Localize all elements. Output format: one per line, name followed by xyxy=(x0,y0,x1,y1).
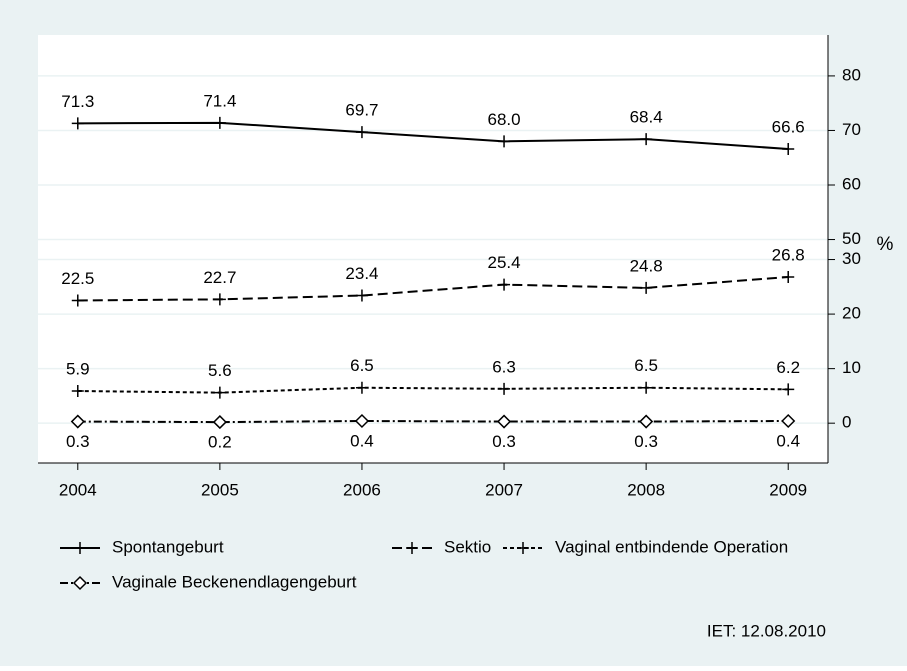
data-label: 5.6 xyxy=(208,361,232,380)
data-point xyxy=(498,278,511,291)
data-label: 0.4 xyxy=(776,431,800,450)
data-point xyxy=(212,415,227,430)
data-label: 23.4 xyxy=(345,264,378,283)
legend-marker xyxy=(517,542,529,554)
data-point xyxy=(498,135,511,148)
data-label: 0.3 xyxy=(66,432,90,451)
data-point xyxy=(639,414,654,429)
data-label: 22.5 xyxy=(61,269,94,288)
y-tick-label: 80 xyxy=(842,65,861,84)
x-tick-label: 2005 xyxy=(201,480,239,499)
data-label: 71.3 xyxy=(61,92,94,111)
y-tick-label: 30 xyxy=(842,249,861,268)
data-point xyxy=(640,133,653,146)
y-tick-label: 70 xyxy=(842,120,861,139)
x-tick-label: 2009 xyxy=(769,480,807,499)
data-label: 69.7 xyxy=(345,101,378,120)
data-label: 22.7 xyxy=(203,268,236,287)
data-label: 0.3 xyxy=(492,432,516,451)
data-label: 5.9 xyxy=(66,359,90,378)
y-tick-label: 50 xyxy=(842,229,861,248)
data-label: 0.4 xyxy=(350,431,374,450)
data-point xyxy=(71,117,84,130)
x-tick-label: 2006 xyxy=(343,480,381,499)
data-point xyxy=(70,414,85,429)
data-label: 6.3 xyxy=(492,357,516,376)
legend-label: Sektio xyxy=(444,537,491,556)
data-point xyxy=(782,383,795,396)
data-point xyxy=(355,381,368,394)
data-label: 71.4 xyxy=(203,91,236,110)
data-point xyxy=(781,413,796,429)
data-point xyxy=(782,143,795,155)
data-label: 6.5 xyxy=(634,356,658,375)
data-label: 26.8 xyxy=(772,245,805,264)
data-label: 6.5 xyxy=(350,356,374,375)
data-label: 25.4 xyxy=(487,253,520,272)
series-line xyxy=(77,419,789,424)
legend-label: Vaginal entbindende Operation xyxy=(555,537,788,556)
legend-label: Spontangeburt xyxy=(112,537,224,556)
legend-marker xyxy=(74,542,86,554)
data-label: 66.6 xyxy=(772,117,805,136)
data-label: 6.2 xyxy=(776,358,800,377)
data-point xyxy=(71,385,84,397)
data-point xyxy=(213,293,226,306)
data-point xyxy=(496,414,512,429)
data-label: 68.4 xyxy=(630,108,663,127)
data-label: 68.0 xyxy=(487,110,520,129)
y-tick-label: 60 xyxy=(842,174,861,193)
data-point xyxy=(640,381,653,394)
x-tick-label: 2008 xyxy=(627,480,665,499)
data-point xyxy=(213,116,226,129)
data-point xyxy=(355,126,368,139)
data-point xyxy=(782,271,795,283)
x-tick-label: 2004 xyxy=(59,480,97,499)
data-label: 0.2 xyxy=(208,433,232,452)
series-line xyxy=(77,276,789,302)
data-point xyxy=(71,294,84,307)
data-point xyxy=(355,289,368,302)
y-tick-label: 10 xyxy=(842,358,861,377)
plot-area xyxy=(38,35,828,463)
note: IET: 12.08.2010 xyxy=(707,621,826,640)
legend-marker xyxy=(72,575,88,591)
data-point xyxy=(640,281,653,294)
y-tick-label: 20 xyxy=(842,304,861,323)
data-point xyxy=(213,386,226,399)
series-line xyxy=(77,121,789,150)
legend-marker xyxy=(406,542,418,554)
data-point xyxy=(354,413,370,429)
x-tick-label: 2007 xyxy=(485,480,523,499)
data-label: 0.3 xyxy=(634,432,658,451)
y-axis-label: % xyxy=(877,234,894,255)
data-label: 24.8 xyxy=(630,256,663,275)
legend-label: Vaginale Beckenendlagengeburt xyxy=(112,572,357,591)
y-tick-label: 0 xyxy=(842,413,851,432)
data-point xyxy=(498,382,511,395)
